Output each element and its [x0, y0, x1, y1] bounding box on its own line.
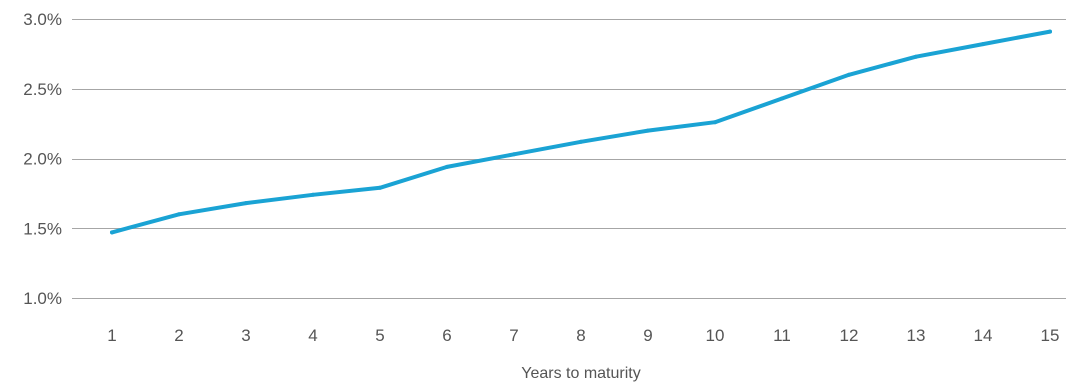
series-group [110, 29, 1052, 235]
data-point [177, 212, 181, 217]
data-point [1048, 29, 1052, 34]
x-tick-label: 9 [643, 326, 652, 345]
x-tick-label: 6 [442, 326, 451, 345]
data-point [311, 192, 315, 197]
series-line [110, 29, 1052, 235]
x-axis-title: Years to maturity [521, 365, 640, 382]
x-tick-label: 1 [107, 326, 116, 345]
x-tick-label: 14 [974, 326, 993, 345]
data-point [579, 139, 583, 144]
y-tick-label: 1.0% [23, 289, 62, 308]
x-tick-label: 8 [576, 326, 585, 345]
data-point [445, 164, 449, 169]
y-tick-label: 1.5% [23, 219, 62, 238]
y-tick-label: 2.0% [23, 150, 62, 169]
x-tick-label: 10 [706, 326, 725, 345]
x-tick-label: 5 [375, 326, 384, 345]
y-tick-label: 2.5% [23, 80, 62, 99]
y-axis-tick-labels: 1.0% 1.5% 2.0% 2.5% 3.0% [23, 10, 62, 308]
data-point [244, 201, 248, 206]
y-tick-label: 3.0% [23, 10, 62, 29]
x-tick-label: 2 [174, 326, 183, 345]
data-point [780, 96, 784, 101]
data-point [378, 185, 382, 190]
data-point [847, 72, 851, 77]
data-point [646, 128, 650, 133]
x-tick-label: 15 [1041, 326, 1060, 345]
x-tick-label: 4 [308, 326, 317, 345]
data-point [914, 54, 918, 59]
data-point [713, 120, 717, 125]
data-point [110, 230, 114, 235]
data-point [512, 152, 516, 157]
x-axis-tick-labels: 1 2 3 4 5 6 7 8 9 10 11 12 13 14 15 [107, 326, 1059, 345]
x-tick-label: 11 [773, 326, 791, 345]
data-point [981, 42, 985, 47]
gridlines [72, 19, 1066, 299]
x-tick-label: 12 [840, 326, 859, 345]
x-tick-label: 13 [907, 326, 926, 345]
x-tick-label: 3 [241, 326, 250, 345]
x-tick-label: 7 [509, 326, 518, 345]
